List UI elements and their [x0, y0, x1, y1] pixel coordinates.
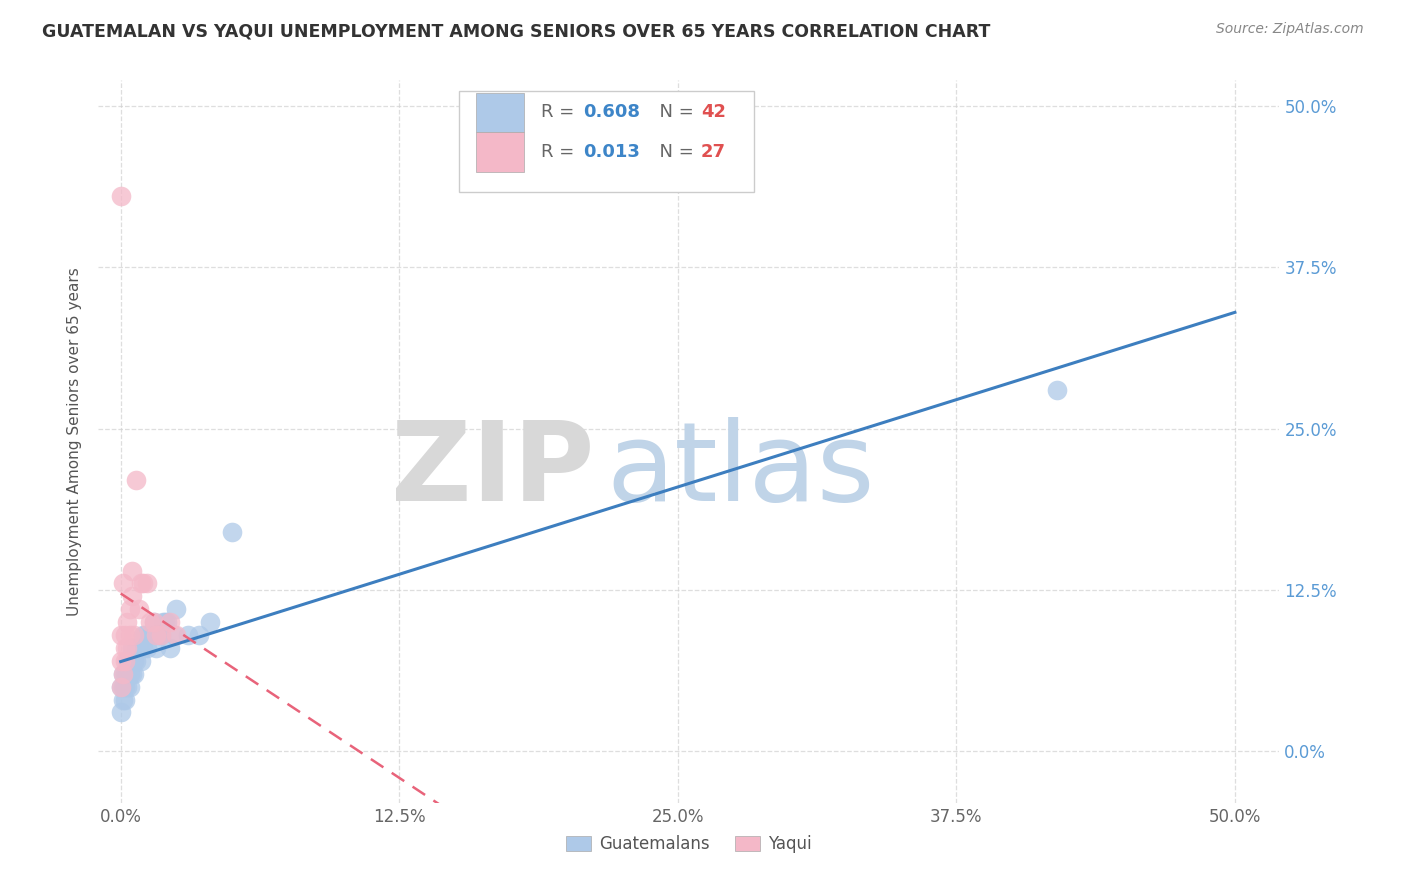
Point	[117, 654, 139, 668]
FancyBboxPatch shape	[458, 91, 754, 193]
Point	[149, 628, 172, 642]
Point	[114, 654, 136, 668]
Point	[176, 628, 198, 642]
Point	[187, 628, 209, 642]
Point	[128, 602, 150, 616]
Point	[132, 628, 155, 642]
Point	[122, 654, 145, 668]
Point	[129, 654, 152, 668]
Point	[114, 692, 136, 706]
Point	[111, 666, 134, 681]
Point	[118, 666, 141, 681]
Point	[111, 666, 134, 681]
Text: atlas: atlas	[606, 417, 875, 524]
Point	[114, 680, 136, 694]
Point	[165, 628, 187, 642]
Point	[125, 473, 148, 487]
Point	[125, 654, 148, 668]
Point	[165, 602, 187, 616]
Point	[110, 706, 132, 720]
Point	[156, 615, 179, 630]
Point	[159, 640, 181, 655]
Point	[117, 666, 139, 681]
Text: ZIP: ZIP	[391, 417, 595, 524]
Point	[138, 628, 160, 642]
Point	[159, 615, 181, 630]
Point	[110, 189, 132, 203]
Point	[136, 576, 159, 591]
Point	[118, 654, 141, 668]
Point	[136, 640, 159, 655]
Text: 0.013: 0.013	[582, 143, 640, 161]
Point	[117, 615, 139, 630]
Point	[221, 524, 243, 539]
Point	[121, 640, 143, 655]
Point	[111, 692, 134, 706]
Point	[118, 602, 141, 616]
Point	[110, 680, 132, 694]
Text: N =: N =	[648, 143, 699, 161]
Point	[129, 576, 152, 591]
Point	[111, 576, 134, 591]
Point	[145, 628, 167, 642]
Point	[152, 615, 174, 630]
Point	[117, 640, 139, 655]
Bar	[477, 132, 523, 172]
Point	[125, 640, 148, 655]
Point	[117, 680, 139, 694]
Point	[110, 654, 132, 668]
Y-axis label: Unemployment Among Seniors over 65 years: Unemployment Among Seniors over 65 years	[67, 268, 83, 615]
Point	[134, 628, 156, 642]
Point	[132, 576, 155, 591]
Point	[121, 564, 143, 578]
Text: Source: ZipAtlas.com: Source: ZipAtlas.com	[1216, 22, 1364, 37]
Point	[111, 680, 134, 694]
Text: 0.608: 0.608	[582, 103, 640, 121]
Point	[132, 640, 155, 655]
Point	[118, 628, 141, 642]
Point	[1046, 383, 1069, 397]
Point	[114, 628, 136, 642]
Point	[155, 615, 177, 630]
Point	[138, 615, 160, 630]
Point	[145, 640, 167, 655]
Text: R =: R =	[541, 103, 581, 121]
Legend: Guatemalans, Yaqui: Guatemalans, Yaqui	[560, 828, 818, 860]
Point	[143, 615, 166, 630]
Text: N =: N =	[648, 103, 699, 121]
Text: 42: 42	[700, 103, 725, 121]
Point	[118, 680, 141, 694]
Point	[122, 666, 145, 681]
Point	[128, 640, 150, 655]
Bar	[477, 93, 523, 132]
Point	[149, 628, 172, 642]
Text: R =: R =	[541, 143, 586, 161]
Text: GUATEMALAN VS YAQUI UNEMPLOYMENT AMONG SENIORS OVER 65 YEARS CORRELATION CHART: GUATEMALAN VS YAQUI UNEMPLOYMENT AMONG S…	[42, 22, 991, 40]
Text: 27: 27	[700, 143, 725, 161]
Point	[163, 628, 186, 642]
Point	[198, 615, 221, 630]
Point	[114, 640, 136, 655]
Point	[110, 628, 132, 642]
Point	[121, 666, 143, 681]
Point	[110, 680, 132, 694]
Point	[148, 628, 170, 642]
Point	[122, 628, 145, 642]
Point	[143, 615, 166, 630]
Point	[121, 590, 143, 604]
Point	[114, 666, 136, 681]
